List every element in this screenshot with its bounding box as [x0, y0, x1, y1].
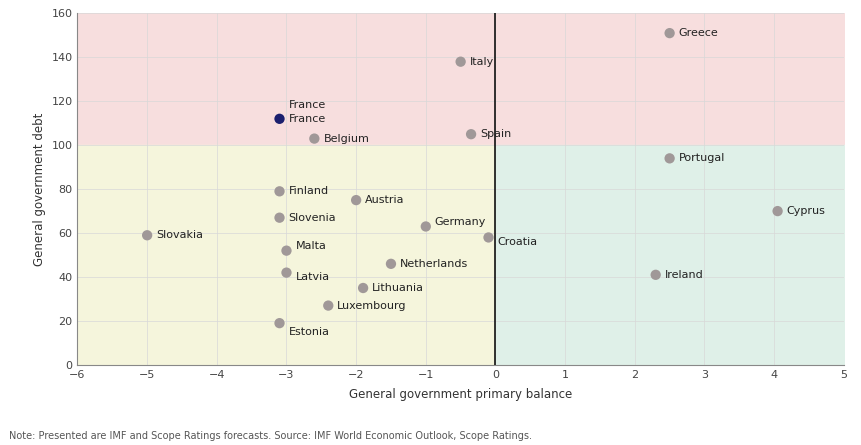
Point — [649, 271, 663, 279]
Text: France: France — [288, 100, 325, 110]
Point — [350, 197, 363, 204]
Point — [280, 247, 294, 254]
Point — [384, 260, 398, 267]
Point — [771, 207, 784, 214]
Text: Estonia: Estonia — [288, 327, 330, 337]
Point — [464, 131, 478, 138]
Text: Germany: Germany — [435, 217, 486, 227]
Text: Greece: Greece — [678, 28, 718, 38]
Point — [307, 135, 321, 142]
Text: Portugal: Portugal — [678, 154, 725, 163]
Point — [273, 115, 287, 122]
Text: Latvia: Latvia — [295, 272, 330, 282]
Text: Belgium: Belgium — [324, 134, 369, 144]
Point — [481, 234, 495, 241]
Text: Note: Presented are IMF and Scope Ratings forecasts. Source: IMF World Economic : Note: Presented are IMF and Scope Rating… — [9, 431, 531, 441]
Text: Ireland: Ireland — [665, 270, 703, 280]
Point — [280, 269, 294, 276]
Y-axis label: General government debt: General government debt — [33, 113, 46, 266]
Text: Spain: Spain — [480, 129, 511, 139]
X-axis label: General government primary balance: General government primary balance — [349, 388, 573, 401]
Text: Croatia: Croatia — [498, 237, 537, 247]
Point — [273, 320, 287, 327]
Text: Lithuania: Lithuania — [372, 283, 424, 293]
Point — [273, 214, 287, 221]
Point — [273, 188, 287, 195]
Point — [454, 58, 468, 65]
Text: Austria: Austria — [365, 195, 405, 205]
Point — [356, 284, 370, 291]
Text: Luxembourg: Luxembourg — [338, 300, 407, 311]
Text: Slovenia: Slovenia — [288, 213, 336, 222]
Point — [321, 302, 335, 309]
Text: Slovakia: Slovakia — [156, 230, 203, 240]
Text: Netherlands: Netherlands — [400, 259, 468, 269]
Point — [663, 155, 677, 162]
Text: Italy: Italy — [470, 57, 494, 67]
Text: France: France — [288, 114, 325, 124]
Text: Cyprus: Cyprus — [787, 206, 826, 216]
Text: Malta: Malta — [295, 241, 326, 251]
Point — [419, 223, 433, 230]
Point — [140, 232, 154, 239]
Point — [663, 29, 677, 36]
Text: Finland: Finland — [288, 186, 329, 196]
